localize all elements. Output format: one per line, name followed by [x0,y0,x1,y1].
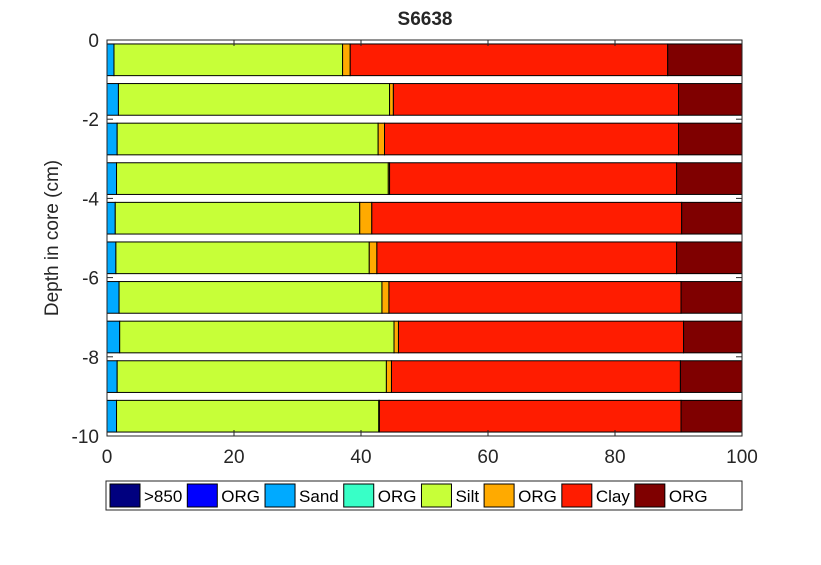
y-tick-label: -6 [82,269,99,290]
x-tick-label: 20 [223,447,244,468]
bar-segment [389,83,394,116]
bar-segment [667,43,743,77]
legend-swatch [109,483,141,508]
bar-segment [377,122,385,156]
bar-segment [342,43,351,77]
x-tick-label: 80 [604,447,625,468]
legend-swatch [483,483,515,508]
y-tick-label: -2 [82,110,99,131]
bar-segment [117,83,391,116]
bar-segment [368,241,378,275]
legend-swatch [186,483,218,508]
bar-segment [106,360,118,393]
bar-segment [390,360,681,393]
bar-segment [385,360,392,393]
legend-label: ORG [378,487,417,506]
bar-segment [106,201,116,235]
bar-segment [676,241,743,275]
y-tick-label: -10 [72,427,99,448]
legend-swatch [634,483,666,508]
bar-segment [683,320,743,354]
y-tick-label: 0 [88,31,99,52]
bar-segment [359,201,373,235]
bar-segment [397,320,685,354]
bar-segment [388,281,682,314]
y-axis: 0 -2 -4 -6 -8 -10 [72,31,742,448]
legend-label: >850 [144,487,182,506]
y-axis-label: Depth in core (cm) [42,160,63,316]
x-tick-label: 60 [477,447,498,468]
bar-segment [392,83,679,116]
plot-area-frame [106,39,743,437]
legend-swatch [343,483,375,508]
bar-segment [113,43,344,77]
bar-segment [378,399,682,433]
y-tick-label: -8 [82,348,99,369]
bar-segment [116,399,380,433]
bar-segment [381,281,390,314]
legend-label: Clay [596,487,631,506]
bar-segment [116,360,387,393]
bar-segment [393,320,399,354]
bar-segment [679,360,743,393]
bar-segment [371,201,683,235]
bar-segment [680,399,743,433]
bar-segment [118,281,383,314]
bar-segment [119,320,395,354]
bar-segment [676,162,743,195]
bar-segment [681,201,743,235]
bar-segment [106,162,118,195]
bar-segment [106,43,115,77]
legend-swatch [561,483,593,508]
bar-segment [106,399,118,433]
x-tick-label: 100 [726,447,758,468]
legend-label: ORG [669,487,708,506]
bar-segment [115,241,370,275]
bar-segment [106,122,118,156]
bar-segment [376,241,678,275]
bar-segment [678,83,743,116]
bar-segment [106,241,117,275]
y-tick-label: -4 [82,189,99,210]
x-axis: 0 20 40 60 80 100 [102,40,758,468]
x-tick-label: 40 [350,447,371,468]
x-tick-label: 0 [102,447,113,468]
bar-segment [384,122,679,156]
bar-segment [680,281,743,314]
legend-swatch [264,483,296,508]
bar-segment [389,162,678,195]
bar-segment [106,281,120,314]
bar-segment [114,201,361,235]
bar-segment [678,122,743,156]
legend-label: Silt [455,487,479,506]
bar-segment [106,320,121,354]
bar-segment [116,122,379,156]
legend-label: ORG [221,487,260,506]
legend-swatch [420,483,452,508]
bar-segment [116,162,389,195]
bar-segment [349,43,669,77]
bar-segment [106,83,119,116]
legend: >850 ORG Sand ORG Silt ORG Clay ORG [105,480,743,511]
chart-title: S6638 [398,9,453,30]
legend-label: ORG [518,487,557,506]
legend-label: Sand [299,487,339,506]
bar-layer [106,43,743,433]
